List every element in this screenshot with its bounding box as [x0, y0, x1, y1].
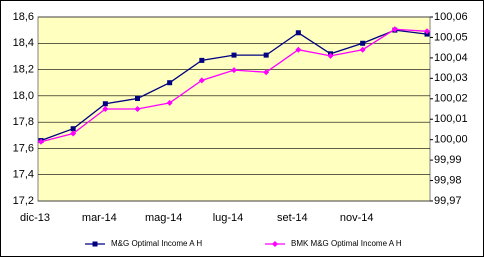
y2-tick-label: 100,02 — [434, 93, 468, 105]
marker — [424, 28, 430, 35]
marker — [391, 26, 398, 33]
x-tick-label: set-14 — [277, 212, 308, 224]
y2-tick-label: 100,03 — [434, 72, 468, 84]
y2-tick-label: 99,98 — [434, 174, 462, 186]
x-tick-label: dic-13 — [20, 212, 50, 224]
x-tick-label: mag-14 — [145, 212, 182, 224]
y-tick-label: 17,8 — [13, 116, 34, 128]
y-tick-label: 17,4 — [13, 169, 34, 181]
x-tick-label: lug-14 — [213, 212, 244, 224]
marker — [359, 46, 366, 53]
marker — [102, 101, 108, 107]
marker — [199, 57, 205, 63]
marker — [272, 241, 278, 247]
y-tick-label: 17,2 — [13, 195, 34, 207]
marker — [263, 69, 270, 76]
marker — [360, 40, 366, 46]
x-tick-label: nov-14 — [340, 212, 374, 224]
marker — [70, 130, 77, 137]
marker — [167, 80, 173, 86]
x-tick-label: mar-14 — [82, 212, 117, 224]
marker — [38, 138, 44, 145]
marker — [327, 52, 334, 59]
y-tick-label: 18,4 — [13, 37, 34, 49]
y2-tick-label: 99,97 — [434, 195, 462, 207]
marker — [295, 46, 302, 53]
legend-label: M&G Optimal Income A H — [111, 239, 202, 248]
marker — [263, 52, 269, 58]
y2-tick-label: 100,06 — [434, 11, 468, 23]
marker — [70, 126, 76, 132]
marker — [231, 52, 237, 58]
marker — [92, 241, 98, 247]
y2-tick-label: 100,05 — [434, 31, 468, 43]
y2-tick-label: 100,04 — [434, 52, 468, 64]
marker — [134, 106, 141, 112]
marker — [102, 106, 109, 112]
legend-label: BMK M&G Optimal Income A H — [291, 239, 402, 248]
y-tick-label: 18,2 — [13, 63, 34, 75]
y2-tick-label: 99,99 — [434, 154, 462, 166]
y2-tick-label: 100,01 — [434, 113, 468, 125]
marker — [166, 99, 173, 106]
marker — [231, 67, 237, 74]
y-tick-label: 17,6 — [13, 142, 34, 154]
y-tick-label: 18,0 — [13, 90, 34, 102]
y-tick-label: 18,6 — [13, 11, 34, 23]
marker — [198, 77, 205, 84]
marker — [135, 95, 140, 101]
y2-tick-label: 100,00 — [434, 134, 468, 146]
marker — [295, 30, 301, 36]
